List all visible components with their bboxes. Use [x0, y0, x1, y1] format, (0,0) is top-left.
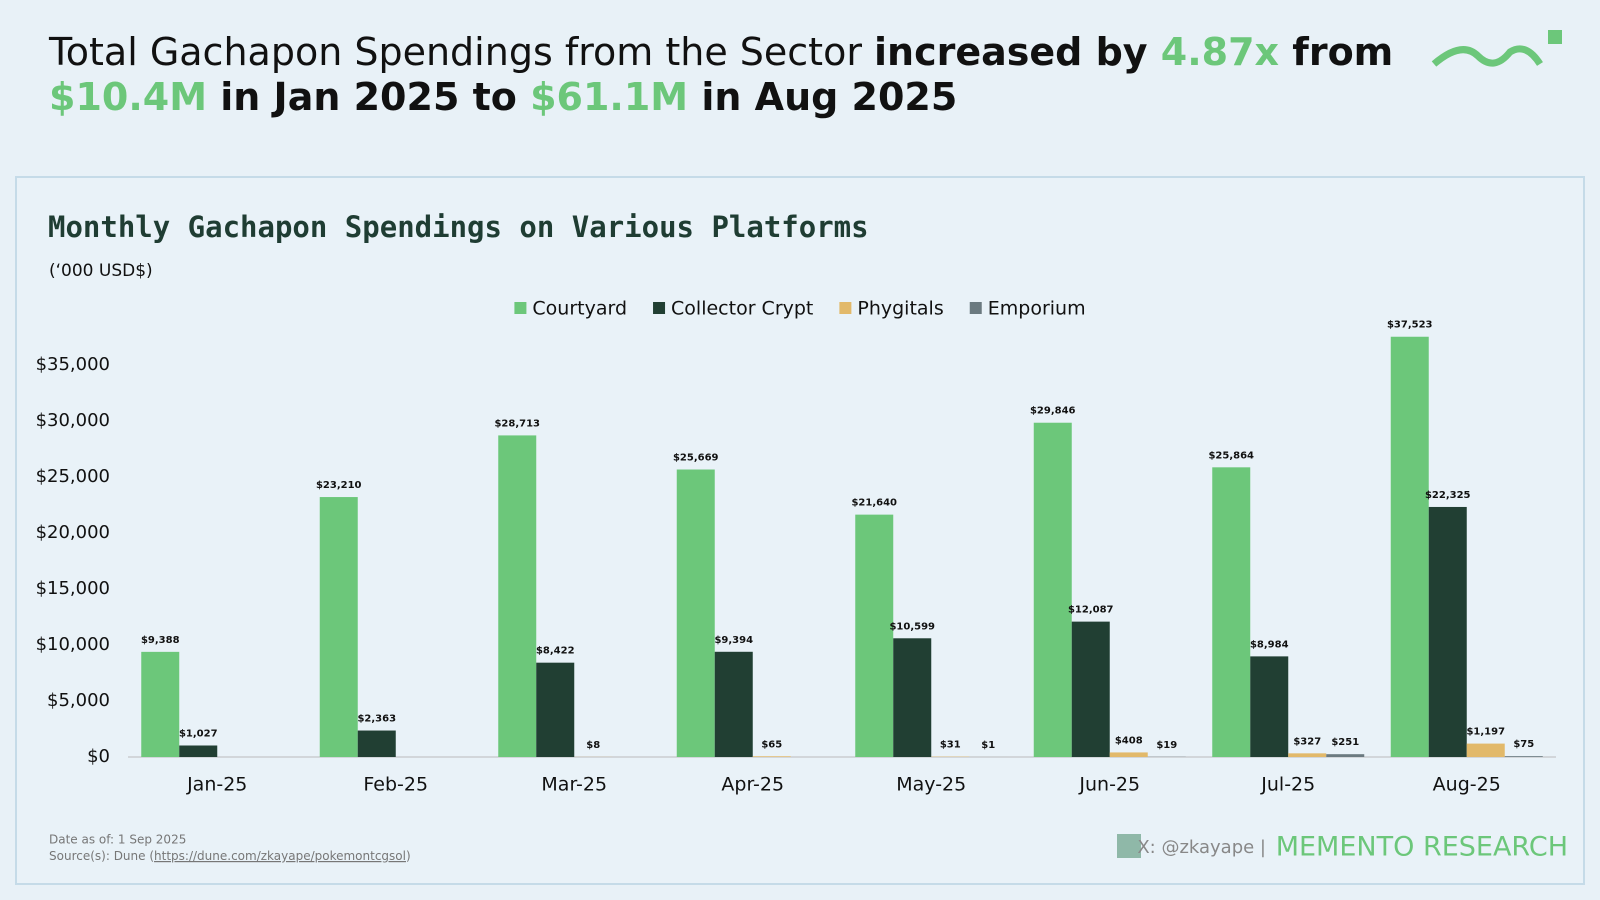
legend-label: Collector Crypt — [671, 298, 813, 320]
bar — [855, 514, 894, 757]
bar — [1428, 506, 1467, 757]
value-label: $1 — [981, 740, 995, 751]
value-label: $12,087 — [1068, 605, 1114, 616]
y-tick-label: $35,000 — [36, 354, 110, 375]
value-label: $75 — [1513, 739, 1534, 750]
value-label: $8 — [586, 740, 600, 751]
x-tick-label: Mar-25 — [541, 774, 607, 796]
y-tick-label: $25,000 — [36, 466, 110, 487]
bar — [1033, 422, 1072, 757]
bar — [752, 756, 791, 757]
bar — [179, 745, 218, 757]
value-label: $251 — [1331, 737, 1359, 748]
headline: Total Gachapon Spendings from the Sector… — [49, 30, 1399, 120]
bar — [714, 651, 753, 757]
source-text: Source(s): Dune ( — [49, 849, 154, 863]
bar — [1504, 756, 1543, 757]
bar — [1250, 656, 1289, 757]
logo — [1431, 45, 1543, 67]
x-tick-label: Aug-25 — [1433, 774, 1501, 796]
legend-swatch — [653, 302, 666, 314]
value-label: $25,669 — [673, 453, 719, 464]
x-tick-label: Jul-25 — [1260, 774, 1315, 796]
value-label: $9,388 — [141, 635, 180, 646]
bar — [1288, 753, 1327, 757]
value-label: $1,197 — [1466, 727, 1505, 738]
bar — [1390, 336, 1429, 757]
y-tick-label: $15,000 — [36, 578, 110, 599]
value-label: $1,027 — [179, 728, 218, 739]
legend-label: Phygitals — [857, 298, 943, 320]
bar — [357, 730, 396, 757]
value-label: $31 — [940, 740, 961, 751]
value-label: $10,599 — [889, 621, 935, 632]
logo-square — [1548, 30, 1562, 44]
bar — [1466, 743, 1505, 757]
value-label: $21,640 — [851, 498, 897, 509]
value-label: $19 — [1156, 740, 1177, 751]
bar — [676, 469, 715, 757]
bar — [893, 638, 932, 757]
brand: MEMENTO RESEARCH — [1276, 832, 1568, 863]
legend-label: Courtyard — [532, 298, 627, 320]
value-label: $65 — [761, 739, 782, 750]
headline-text: in Jan 2025 to — [207, 75, 531, 119]
bar — [1326, 754, 1365, 757]
value-label: $8,422 — [536, 646, 575, 657]
x-tick-label: Jan-25 — [186, 774, 247, 796]
card — [15, 176, 1585, 885]
bar — [536, 662, 575, 757]
value-label: $9,394 — [714, 635, 753, 646]
value-label: $408 — [1115, 735, 1143, 746]
source-text: ) — [406, 849, 411, 863]
avatar — [1117, 834, 1141, 858]
x-tick-label: May-25 — [896, 774, 966, 796]
value-label: $28,713 — [494, 418, 540, 429]
y-tick-label: $10,000 — [36, 634, 110, 655]
value-label: $25,864 — [1208, 450, 1254, 461]
y-tick-label: $0 — [87, 746, 110, 767]
headline-highlight: $10.4M — [49, 75, 208, 119]
bar — [319, 497, 358, 757]
y-tick-label: $20,000 — [36, 522, 110, 543]
legend: Courtyard Collector Crypt Phygitals Emporiu… — [514, 298, 1086, 320]
date-note: Date as of: 1 Sep 2025 — [49, 833, 186, 847]
handle: X: @zkayape | — [1137, 837, 1266, 858]
headline-text: increased by — [874, 30, 1161, 74]
chart-title: Monthly Gachapon Spendings on Various Pl… — [48, 210, 869, 244]
headline-text: in Aug 2025 — [688, 75, 958, 119]
legend-swatch — [839, 302, 852, 314]
legend-swatch — [969, 302, 982, 314]
value-label: $2,363 — [357, 714, 396, 725]
x-tick-label: Jun-25 — [1078, 774, 1140, 796]
bar — [141, 651, 180, 757]
bar — [1109, 752, 1148, 757]
value-label: $327 — [1293, 736, 1321, 747]
source-note: Source(s): Dune (https://dune.com/zkayap… — [49, 849, 411, 863]
legend-label: Emporium — [988, 298, 1086, 320]
value-label: $37,523 — [1387, 320, 1433, 331]
x-tick-label: Feb-25 — [363, 774, 428, 796]
bar — [498, 435, 537, 757]
chart-subtitle: (‘000 USD$) — [49, 261, 153, 281]
headline-highlight: 4.87x — [1160, 30, 1280, 74]
value-label: $8,984 — [1250, 639, 1289, 650]
value-label: $29,846 — [1030, 406, 1076, 417]
source-link[interactable]: https://dune.com/zkayape/pokemontcgsol — [154, 849, 406, 863]
headline-text: Total Gachapon Spendings from the Sector — [49, 30, 875, 74]
bar — [1212, 467, 1251, 757]
headline-highlight: $61.1M — [530, 75, 689, 119]
y-tick-label: $5,000 — [47, 690, 110, 711]
x-tick-label: Apr-25 — [721, 774, 784, 796]
value-label: $23,210 — [316, 480, 362, 491]
headline-text: from — [1279, 30, 1394, 74]
value-label: $22,325 — [1425, 490, 1471, 501]
bar — [1071, 621, 1110, 757]
legend-swatch — [514, 302, 527, 314]
y-tick-label: $30,000 — [36, 410, 110, 431]
